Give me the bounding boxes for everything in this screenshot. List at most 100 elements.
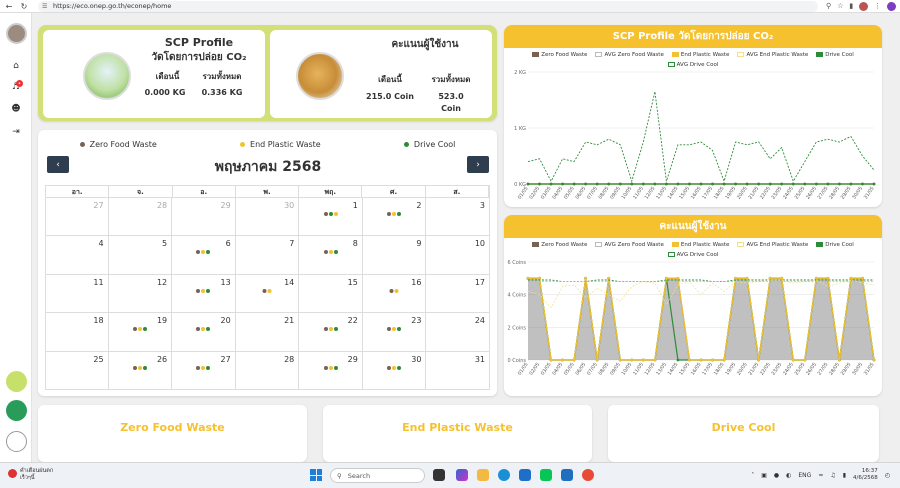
calendar-day[interactable]: 12 [108,274,173,314]
user-avatar[interactable] [6,23,27,44]
calendar-day[interactable]: 20 [172,313,236,352]
day-number: 31 [474,354,485,364]
legend-item[interactable]: Drive Cool [816,52,854,58]
calendar-day[interactable]: 29 [299,351,363,390]
calendar-day[interactable]: 10 [426,236,490,275]
copilot-taskbar-icon[interactable] [456,469,468,481]
menu-icon[interactable]: ⋮ [874,2,882,10]
task-view-icon[interactable] [433,469,445,481]
end-plastic-waste-card[interactable]: End Plastic Waste [323,405,592,462]
calendar-day[interactable]: 17 [426,274,490,314]
calendar-day[interactable]: 11 [45,274,109,314]
calendar-day[interactable]: 4 [45,236,109,275]
calendar-day[interactable]: 25 [45,351,109,390]
calendar-day[interactable]: 29 [172,198,236,237]
calendar-day[interactable]: 9 [362,236,427,275]
tray-chevron-icon[interactable]: ˄ [751,471,755,479]
address-bar[interactable]: ☰ https://eco.onep.go.th/econep/home [38,0,818,12]
calendar-day[interactable]: 22 [299,313,363,352]
activity-dots [196,365,211,370]
bell-icon[interactable]: ♬ [11,82,21,92]
legend-item[interactable]: AVG Drive Cool [667,62,718,68]
prev-month-button[interactable]: ‹ [47,156,69,173]
calendar-day[interactable]: 23 [362,313,427,352]
volume-icon[interactable]: ♫ [830,471,836,479]
language-indicator[interactable]: ENG [798,471,812,479]
next-month-button[interactable]: › [467,156,489,173]
calendar-day[interactable]: 28 [235,351,300,390]
calendar-day[interactable]: 16 [362,274,427,314]
calendar-day[interactable]: 2 [362,198,427,237]
legend-item[interactable]: AVG Zero Food Waste [595,52,664,58]
calendar-day[interactable]: 13 [172,274,236,314]
file-explorer-icon[interactable] [477,469,489,481]
calendar-day[interactable]: 26 [108,351,173,390]
legend-item[interactable]: Zero Food Waste [532,52,587,58]
calendar-day[interactable]: 7 [235,236,300,275]
legend-item[interactable]: Drive Cool [816,242,854,248]
wifi-icon[interactable]: ≈ [818,471,824,479]
tray-app-icon[interactable]: ◐ [786,471,792,479]
windows-start-icon[interactable] [310,469,322,481]
calendar-day[interactable]: 30 [235,198,300,237]
reload-icon[interactable]: ↻ [20,1,28,11]
profile-avatar-icon[interactable] [859,1,869,11]
x-tick-label: 08/05 [598,186,611,201]
notification-icon[interactable]: ◴ [884,471,890,479]
legend-item[interactable]: AVG Drive Cool [667,252,718,258]
legend-item[interactable]: End Plastic Waste [671,52,729,58]
clock[interactable]: 16:37 4/6/2568 [853,468,878,482]
home-icon[interactable]: ⌂ [13,61,19,71]
activity-calendar: Zero Food Waste End Plastic Waste Drive … [38,130,497,396]
calendar-day[interactable]: 8 [299,236,363,275]
calendar-day[interactable]: 1 [299,198,363,237]
zero-food-waste-card[interactable]: Zero Food Waste [38,405,307,462]
store-icon[interactable] [519,469,531,481]
edge-icon[interactable] [498,469,510,481]
calendar-day[interactable]: 27 [45,198,109,237]
weather-widget[interactable]: คำเตือนฝนตก เร็วๆนี้ [8,468,53,482]
tray-app-icon[interactable]: ● [773,471,780,479]
legend-item[interactable]: AVG Zero Food Waste [595,242,664,248]
day-number: 13 [220,277,231,287]
data-point [665,182,668,186]
legend-item[interactable]: AVG End Plastic Waste [737,52,808,58]
logout-icon[interactable]: ⇥ [12,127,20,137]
calendar-day[interactable]: 30 [362,351,427,390]
calendar-day[interactable]: 6 [172,236,236,275]
outlook-icon[interactable] [561,469,573,481]
calendar-day[interactable]: 21 [235,313,300,352]
star-icon[interactable]: ☆ [837,2,844,10]
battery-icon[interactable]: ▮ [842,471,847,479]
tray-app-icon[interactable]: ▣ [761,471,767,479]
drive-cool-card[interactable]: Drive Cool [608,405,879,462]
activity-dot [201,365,206,370]
calendar-day[interactable]: 3 [426,198,490,237]
x-tick-label: 17/05 [701,362,714,377]
calendar-day[interactable]: 15 [299,274,363,314]
legend-item[interactable]: End Plastic Waste [671,242,729,248]
legend-item[interactable]: Zero Food Waste [532,242,587,248]
calendar-day[interactable]: 5 [108,236,173,275]
calendar-day[interactable]: 14 [235,274,300,314]
data-point [757,358,761,362]
legend-item[interactable]: AVG End Plastic Waste [737,242,808,248]
user-icon[interactable]: ☻ [11,104,21,114]
calendar-day[interactable]: 19 [108,313,173,352]
calendar-day[interactable]: 24 [426,313,490,352]
calendar-day[interactable]: 27 [172,351,236,390]
extensions-icon[interactable]: ▮ [849,2,854,10]
line-app-icon[interactable] [540,469,552,481]
calendar-day[interactable]: 28 [108,198,173,237]
site-info-icon[interactable]: ☰ [42,2,48,10]
activity-dot [323,212,328,216]
calendar-day[interactable]: 18 [45,313,109,352]
data-point [561,182,564,186]
taskbar-search[interactable]: ⚲ Search [330,468,425,483]
activity-dot [206,327,211,332]
calendar-day[interactable]: 31 [426,351,490,390]
zoom-icon[interactable]: ⚲ [826,2,832,10]
back-icon[interactable]: ← [5,1,13,11]
chrome-icon[interactable] [582,469,594,481]
copilot-icon[interactable] [887,1,897,11]
